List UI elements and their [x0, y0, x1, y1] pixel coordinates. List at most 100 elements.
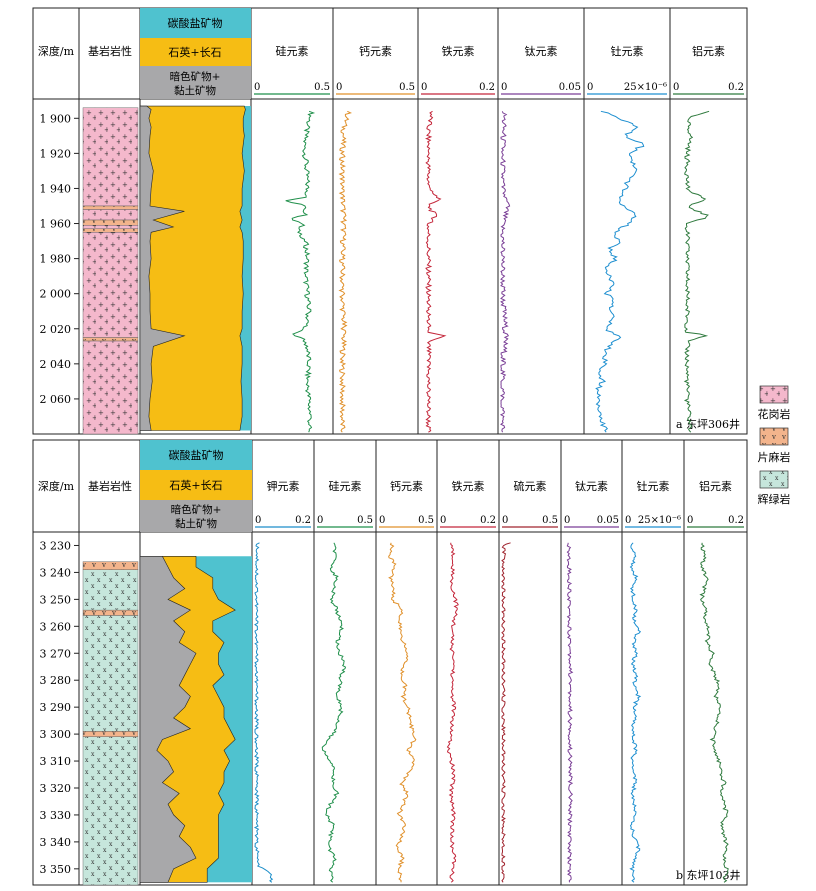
- panel-b: 深度/m 基岩岩性 碳酸盐矿物 石英+长石 暗色矿物+ 黏土矿物: [32, 439, 748, 886]
- depth-tick-label: 1 960: [40, 218, 72, 231]
- track-0-5-curve: [683, 110, 710, 433]
- depth-tick-label: 3 230: [40, 539, 72, 552]
- track-0-4-scale-max: 25×10⁻⁶: [624, 82, 667, 93]
- track-1-3-label: 铁元素: [452, 480, 485, 493]
- track-1-6-curve: [629, 542, 642, 883]
- dark-clay-header-b-line1: 暗色矿物+: [171, 503, 222, 516]
- depth-tick-label: 3 300: [40, 728, 72, 741]
- track-1-1-label: 硅元素: [329, 480, 362, 493]
- track-1-4-scale-min: 0: [502, 515, 508, 526]
- depth-tick-label: 3 320: [40, 782, 72, 795]
- lithology-gneiss: [82, 219, 139, 226]
- quartz-feldspar-header-cell-b: [140, 470, 252, 500]
- track-1-4-scale-max: 0.5: [542, 515, 558, 526]
- track-1-4-curve: [501, 542, 511, 883]
- lithology-gneiss: [82, 337, 139, 342]
- carbonate-header-cell-b: [140, 440, 252, 470]
- track-0-3-scale-min: 0: [501, 82, 507, 93]
- dark-clay-header-line2: 黏土矿物: [174, 84, 216, 97]
- legend: 花岗岩 片麻岩 辉绿岩: [758, 385, 791, 506]
- dark-clay-header-cell: [140, 66, 251, 99]
- well-label-b: b 东坪103井: [676, 868, 741, 882]
- track-1-0-label: 钾元素: [267, 479, 300, 493]
- legend-swatch-diabase: [759, 470, 789, 489]
- carbonate-header-cell: [140, 8, 251, 38]
- carbonate-header-b: 碳酸盐矿物: [169, 448, 224, 462]
- track-0-5-scale-max: 0.2: [728, 82, 744, 93]
- depth-tick-label: 3 350: [40, 863, 72, 876]
- depth-tick-label: 3 290: [40, 701, 72, 714]
- track-1-3-scale-max: 0.2: [480, 515, 496, 526]
- lithology-granite: [82, 209, 139, 221]
- lithology-header-b: 基岩岩性: [88, 479, 132, 493]
- depth-tick-label: 3 310: [40, 755, 72, 768]
- depth-tick-label: 1 920: [40, 147, 72, 160]
- quartz-feldspar-header-b: 石英+长石: [169, 478, 222, 492]
- depth-tick-label: 3 260: [40, 620, 72, 633]
- track-1-0-scale-max: 0.2: [295, 515, 311, 526]
- track-0-4-scale-min: 0: [587, 82, 593, 93]
- track-1-3-curve: [446, 542, 459, 883]
- depth-tick-label: 2 020: [40, 323, 72, 336]
- lithology-granite: [82, 232, 139, 338]
- depth-tick-label: 1 980: [40, 253, 72, 266]
- lithology-granite: [82, 225, 139, 229]
- track-0-1-label: 钙元素: [359, 44, 392, 58]
- track-1-2-label: 钙元素: [390, 479, 423, 493]
- dark-clay-fill: [139, 555, 197, 883]
- lithology-granite: [82, 340, 139, 435]
- well-label-a: a 东坪306井: [676, 417, 740, 431]
- depth-tick-label: 2 060: [40, 393, 72, 406]
- legend-label-granite: 花岗岩: [758, 407, 791, 421]
- depth-tick-label: 3 280: [40, 674, 72, 687]
- track-1-7-scale-max: 0.2: [728, 515, 744, 526]
- track-1-6-scale-max: 25×10⁻⁶: [638, 515, 681, 526]
- track-1-0-scale-min: 0: [255, 515, 261, 526]
- track-0-0-scale-min: 0: [254, 82, 260, 93]
- legend-label-gneiss: 片麻岩: [758, 450, 791, 464]
- lithology-granite: [82, 107, 139, 207]
- lithology-diabase: [82, 736, 139, 886]
- track-0-0-curve: [285, 110, 316, 433]
- track-0-1-scale-max: 0.5: [399, 82, 415, 93]
- depth-header-b: 深度/m: [38, 479, 75, 493]
- track-0-0-label: 硅元素: [276, 45, 309, 58]
- legend-swatch-gneiss: [759, 427, 789, 446]
- lithology-diabase: [82, 615, 139, 732]
- dark-clay-header-line1: 暗色矿物+: [170, 70, 221, 83]
- lithology-gneiss: [82, 205, 139, 210]
- track-1-6-scale-min: 0: [625, 515, 631, 526]
- lithology-gneiss: [82, 731, 139, 737]
- track-1-5-scale-min: 0: [564, 515, 570, 526]
- legend-label-diabase: 辉绿岩: [758, 492, 791, 506]
- track-1-0-curve: [253, 542, 274, 883]
- track-1-1-curve: [321, 542, 347, 883]
- track-0-2-curve: [425, 110, 447, 433]
- track-1-6-label: 钍元素: [637, 479, 670, 493]
- track-1-3-scale-min: 0: [440, 515, 446, 526]
- track-0-5-label: 铝元素: [692, 44, 725, 58]
- track-1-7-scale-min: 0: [687, 515, 693, 526]
- track-1-7-label: 铝元素: [699, 479, 732, 493]
- track-0-1-curve: [338, 110, 352, 433]
- lithology-diabase: [82, 569, 139, 611]
- track-1-5-label: 钛元素: [575, 479, 608, 493]
- depth-tick-label: 2 000: [40, 288, 72, 301]
- quartz-feldspar-fill: [139, 105, 246, 431]
- track-1-1-scale-min: 0: [317, 515, 323, 526]
- track-0-0-scale-max: 0.5: [314, 82, 330, 93]
- track-1-5-scale-max: 0.05: [597, 515, 619, 526]
- track-0-3-label: 钛元素: [525, 44, 558, 58]
- panel-a-frame: [32, 7, 748, 435]
- depth-tick-label: 3 270: [40, 647, 72, 660]
- depth-tick-label: 1 940: [40, 182, 72, 195]
- depth-tick-label: 2 040: [40, 358, 72, 371]
- track-1-4-label: 硫元素: [514, 479, 547, 493]
- depth-tick-label: 3 250: [40, 593, 72, 606]
- log-tracks: 1 900 1 920 1 940 1 960 1 980 2 000 2 020 2 040…: [40, 44, 744, 886]
- track-1-2-curve: [388, 542, 417, 883]
- lithology-gneiss: [82, 609, 139, 616]
- depth-header: 深度/m: [38, 44, 75, 58]
- track-1-2-scale-max: 0.5: [418, 515, 434, 526]
